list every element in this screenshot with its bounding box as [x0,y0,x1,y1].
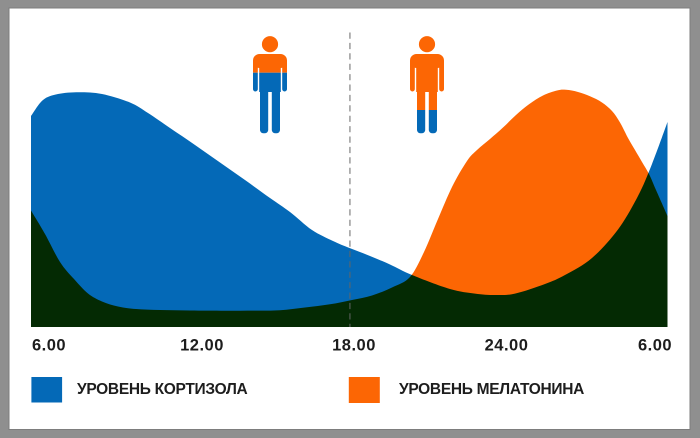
svg-text:12.00: 12.00 [180,337,224,355]
svg-text:УРОВЕНЬ МЕЛАТОНИНА: УРОВЕНЬ МЕЛАТОНИНА [399,381,584,398]
svg-text:6.00: 6.00 [32,337,66,355]
svg-text:18.00: 18.00 [332,337,376,355]
svg-text:6.00: 6.00 [638,337,672,355]
svg-text:УРОВЕНЬ КОРТИЗОЛА: УРОВЕНЬ КОРТИЗОЛА [77,381,248,398]
svg-text:24.00: 24.00 [485,337,529,355]
